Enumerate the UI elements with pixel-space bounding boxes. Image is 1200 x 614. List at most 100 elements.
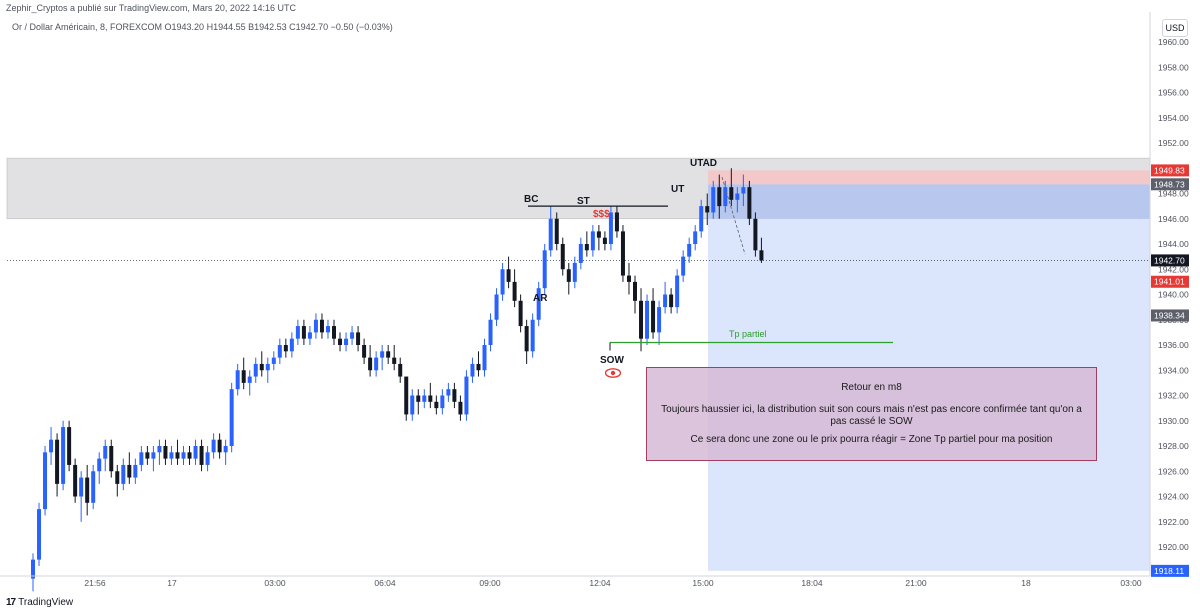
tradingview-logo[interactable]: 17 TradingView bbox=[6, 597, 73, 608]
candle-body bbox=[633, 281, 637, 301]
candle-body bbox=[295, 326, 300, 339]
candle-body bbox=[687, 244, 692, 257]
candle-body bbox=[121, 464, 126, 484]
candle-body bbox=[398, 363, 403, 377]
y-tick-label: 1940.00 bbox=[1158, 290, 1189, 300]
candle-body bbox=[265, 363, 270, 371]
y-tick-label: 1944.00 bbox=[1158, 239, 1189, 249]
candle-body bbox=[446, 389, 451, 396]
candle-body bbox=[410, 395, 415, 415]
candle-body bbox=[259, 363, 264, 371]
candle-body bbox=[614, 212, 619, 232]
analysis-note[interactable]: Retour en m8 Toujours haussier ici, la d… bbox=[646, 367, 1097, 461]
candle-body bbox=[404, 376, 409, 415]
note-line-2: Ce sera donc une zone ou le prix pourra … bbox=[690, 434, 1053, 445]
y-tick-label: 1946.00 bbox=[1158, 214, 1189, 224]
candle-body bbox=[301, 326, 306, 339]
candle-body bbox=[735, 193, 740, 200]
candle-body bbox=[319, 319, 324, 333]
y-tick-label: 1926.00 bbox=[1158, 466, 1189, 476]
tp-partiel-label: Tp partiel bbox=[729, 329, 767, 339]
candle-body bbox=[374, 357, 379, 371]
candle-body bbox=[127, 464, 132, 478]
candle-body bbox=[759, 250, 764, 261]
candle-body bbox=[109, 446, 114, 472]
candle-body bbox=[283, 345, 288, 352]
candle-body bbox=[590, 231, 595, 251]
candle-body bbox=[157, 446, 162, 453]
candle-body bbox=[753, 218, 758, 251]
position-stop-zone bbox=[708, 170, 1150, 185]
x-tick-label: 06:04 bbox=[374, 578, 396, 588]
candle-body bbox=[187, 452, 192, 459]
candle-body bbox=[247, 376, 252, 383]
candle-body bbox=[91, 471, 96, 503]
utad-label: UTAD bbox=[690, 158, 717, 169]
candle-body bbox=[596, 231, 601, 238]
published-by-text: Zephir_Cryptos a publié sur TradingView.… bbox=[6, 3, 296, 13]
candle-body bbox=[43, 452, 48, 510]
candle-body bbox=[524, 326, 529, 352]
candle-body bbox=[620, 231, 625, 276]
y-tick-label: 1960.00 bbox=[1158, 37, 1189, 47]
candle-body bbox=[645, 300, 650, 339]
price-marker-badge bbox=[1151, 564, 1189, 577]
candle-body bbox=[578, 244, 583, 263]
candle-body bbox=[470, 363, 475, 377]
candle-body bbox=[506, 269, 511, 282]
candle-body bbox=[482, 345, 487, 371]
currency-button[interactable]: USD bbox=[1162, 19, 1188, 37]
x-tick-label: 15:00 bbox=[692, 578, 714, 588]
price-marker-badge bbox=[1151, 275, 1189, 288]
candle-body bbox=[392, 357, 397, 364]
candle-body bbox=[350, 332, 355, 339]
candle-body bbox=[422, 395, 427, 402]
candle-body bbox=[277, 345, 282, 358]
y-tick-label: 1932.00 bbox=[1158, 391, 1189, 401]
candle-body bbox=[488, 319, 493, 345]
candle-body bbox=[344, 338, 349, 345]
candle-body bbox=[49, 439, 54, 453]
candle-body bbox=[554, 218, 559, 244]
candle-body bbox=[37, 509, 42, 560]
liquidity-label: $$$ bbox=[593, 209, 610, 220]
candle-body bbox=[133, 464, 138, 478]
candle-body bbox=[271, 357, 276, 364]
note-line-1: Toujours haussier ici, la distribution s… bbox=[661, 404, 1082, 427]
price-marker-label: 1938.34 bbox=[1154, 310, 1185, 320]
candle-body bbox=[675, 275, 680, 308]
candle-body bbox=[235, 370, 240, 390]
candle-body bbox=[205, 452, 210, 465]
candle-body bbox=[181, 452, 186, 459]
y-tick-label: 1948.00 bbox=[1158, 189, 1189, 199]
candle-body bbox=[729, 187, 734, 200]
candle-body bbox=[103, 446, 108, 459]
candle-body bbox=[332, 326, 336, 339]
candle-body bbox=[199, 446, 204, 465]
ar-label: AR bbox=[533, 293, 548, 304]
candle-body bbox=[386, 351, 391, 358]
note-title: Retour en m8 bbox=[841, 382, 902, 393]
x-tick-label: 21:56 bbox=[84, 578, 106, 588]
candle-body bbox=[705, 206, 710, 213]
candle-body bbox=[542, 250, 547, 289]
candle-body bbox=[711, 187, 716, 213]
candle-body bbox=[61, 427, 66, 484]
candle-body bbox=[741, 187, 746, 194]
candle-body bbox=[307, 332, 312, 339]
position-overlap-zone bbox=[708, 184, 1150, 219]
candle-body bbox=[639, 300, 644, 339]
candle-body bbox=[289, 338, 294, 352]
candle-body bbox=[55, 439, 60, 484]
y-tick-label: 1952.00 bbox=[1158, 138, 1189, 148]
candle-body bbox=[584, 244, 589, 251]
candle-body bbox=[536, 288, 541, 320]
x-tick-label: 09:00 bbox=[479, 578, 501, 588]
candle-body bbox=[608, 212, 613, 244]
candle-body bbox=[73, 464, 78, 497]
candle-body bbox=[464, 376, 469, 415]
candle-body bbox=[657, 307, 662, 333]
y-tick-label: 1954.00 bbox=[1158, 113, 1189, 123]
sow-label: SOW bbox=[600, 355, 624, 366]
